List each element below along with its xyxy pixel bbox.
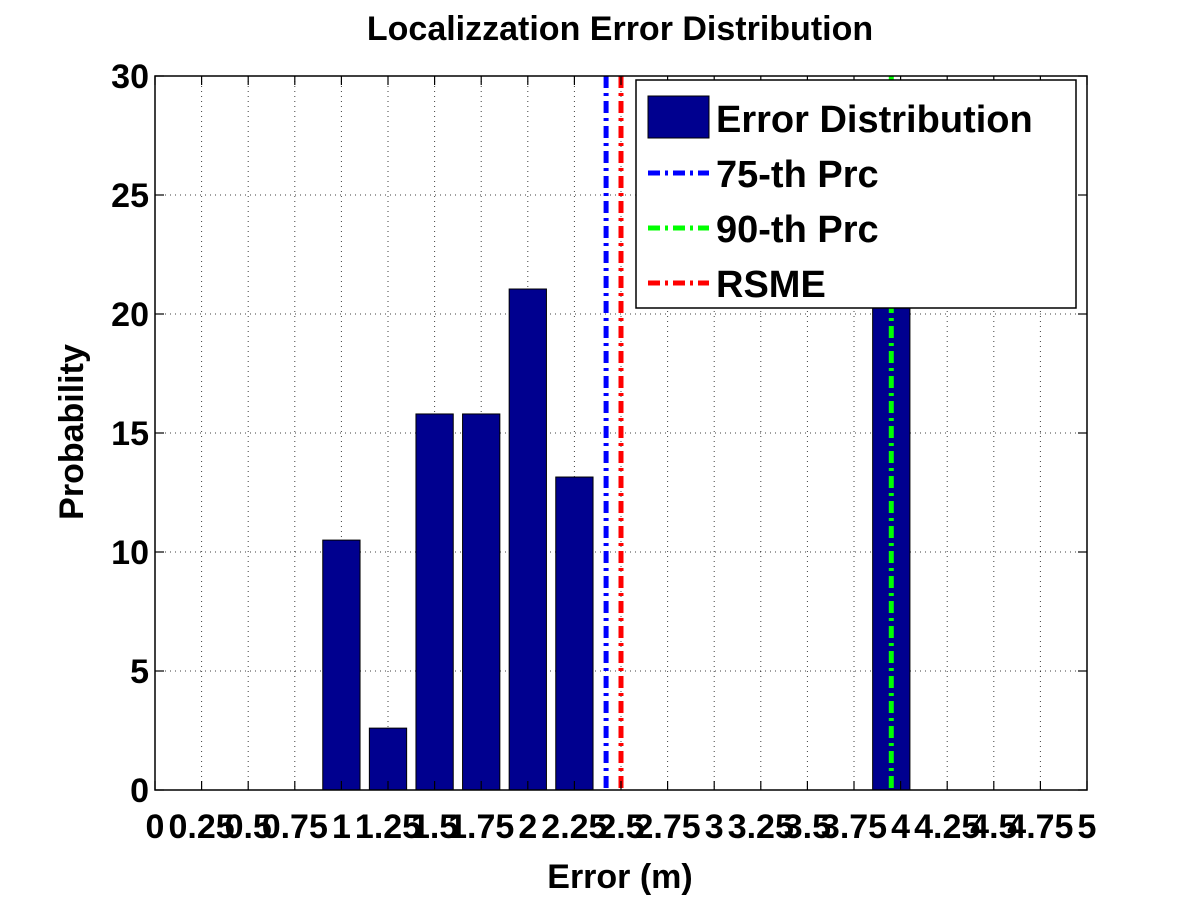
bar	[462, 413, 501, 791]
bar-series	[322, 288, 911, 791]
x-tick-label: 1.75	[448, 808, 514, 846]
x-axis-label: Error (m)	[547, 858, 692, 896]
x-tick-label: 2.75	[635, 808, 701, 846]
chart-title: Localizzation Error Distribution	[367, 10, 873, 48]
y-tick-label: 0	[130, 772, 149, 810]
bar	[872, 288, 911, 791]
tick-labels: 0 0.250.50.75 1 1.251.51.75 2 2.252.52.75 3 3.2…	[111, 58, 1096, 846]
x-tick-label: 3.75	[821, 808, 887, 846]
x-tick-label: 2	[518, 808, 537, 846]
y-tick-label: 25	[111, 177, 149, 215]
x-tick-label: 3.5	[784, 808, 831, 846]
y-tick-label: 5	[130, 653, 149, 691]
x-tick-label: 4.75	[1007, 808, 1073, 846]
legend-swatch-error-distribution	[647, 95, 710, 139]
y-tick-label: 30	[111, 58, 149, 96]
x-tick-label: 4.25	[914, 808, 980, 846]
bar	[322, 539, 361, 791]
x-tick-label: 1.25	[355, 808, 421, 846]
x-tick-label: 2.25	[541, 808, 607, 846]
x-tick-label: 1.5	[411, 808, 458, 846]
legend-label-75th-prc: 75-th Prc	[716, 154, 879, 196]
x-tick-label: 2.5	[597, 808, 644, 846]
y-axis-label: Probability	[53, 344, 91, 520]
legend-label-90th-prc: 90-th Prc	[716, 209, 879, 251]
x-tick-label: 0.5	[225, 808, 272, 846]
legend: Error Distribution 75-th Prc 90-th Prc R…	[635, 79, 1077, 309]
y-tick-label: 15	[111, 415, 149, 453]
x-tick-label: 3	[705, 808, 724, 846]
bar	[415, 413, 454, 791]
x-tick-label: 0.25	[169, 808, 235, 846]
x-tick-label: 5	[1078, 808, 1097, 846]
legend-label-error-distribution: Error Distribution	[716, 99, 1033, 141]
x-tick-label: 1	[332, 808, 351, 846]
x-tick-label: 4.5	[970, 808, 1017, 846]
x-tick-label: 0	[146, 808, 165, 846]
x-tick-label: 4	[891, 808, 910, 846]
bar	[368, 727, 408, 791]
y-tick-label: 20	[111, 296, 149, 334]
bar	[508, 288, 547, 791]
x-tick-label: 0.75	[262, 808, 328, 846]
axes	[154, 75, 1088, 791]
bar	[555, 476, 594, 791]
y-tick-label: 10	[111, 534, 149, 572]
x-tick-label: 3.25	[728, 808, 794, 846]
legend-label-rsme: RSME	[716, 264, 826, 306]
